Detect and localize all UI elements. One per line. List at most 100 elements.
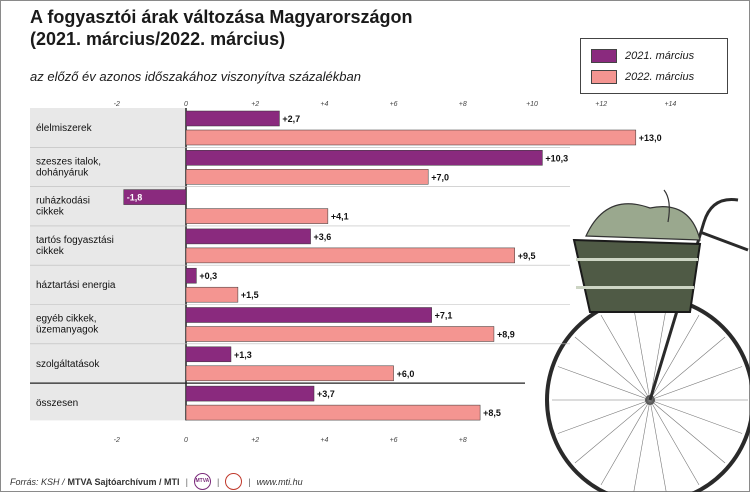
wheel-spoke [632, 303, 651, 401]
wheel-spoke [557, 366, 651, 401]
groceries-icon [585, 203, 701, 241]
legend-swatch-2021 [591, 49, 617, 63]
category-label: ruházkodási [36, 196, 90, 207]
top-tick-label: +10 [526, 101, 538, 108]
bar [185, 385, 315, 402]
bar [123, 189, 187, 205]
wheel-spoke [649, 399, 667, 492]
data-label: +13,0 [639, 133, 662, 143]
legend-item-2022: 2022. március [591, 70, 694, 84]
wheel-spoke [649, 314, 700, 401]
data-label: +6,0 [397, 369, 415, 379]
category-label: szolgáltatások [36, 359, 100, 370]
chart-footer: Forrás: KSH / MTVA Sajtóarchívum / MTI |… [10, 473, 303, 490]
data-label: +2,7 [282, 114, 300, 124]
bar [185, 129, 637, 146]
wheel-spoke [649, 399, 726, 464]
basket-icon [572, 238, 702, 313]
category-label: háztartási energia [36, 280, 116, 291]
basket-rim-icon [576, 286, 694, 289]
data-label: +7,1 [435, 311, 453, 321]
wheel-spoke [557, 399, 651, 434]
bottom-tick-label: +6 [390, 437, 398, 444]
bar [185, 267, 197, 284]
category-label: tartós fogyasztási [36, 235, 114, 246]
category-label-band [30, 108, 186, 421]
wheel-spoke [649, 399, 700, 486]
category-label: dohányáruk [36, 167, 89, 178]
data-label: +0,3 [199, 271, 217, 281]
legend-swatch-2022 [591, 70, 617, 84]
wheel-spoke [649, 399, 743, 434]
bottom-tick-label: 0 [184, 437, 188, 444]
data-label: +8,9 [497, 330, 515, 340]
bar [185, 110, 280, 127]
bottom-tick-label: +4 [320, 437, 328, 444]
bar [185, 307, 432, 323]
data-label: +3,6 [314, 232, 332, 242]
category-label: összesen [36, 398, 78, 409]
bicycle-fork-icon [648, 197, 739, 401]
category-label: élelmiszerek [36, 123, 93, 134]
bottle-icon [663, 189, 670, 223]
category-label: cikkek [36, 246, 65, 257]
top-tick-label: 0 [184, 101, 188, 108]
bar [185, 150, 543, 166]
top-tick-label: +2 [251, 101, 259, 108]
title-line-2: (2021. március/2022. március) [30, 29, 286, 49]
wheel-spoke [649, 366, 743, 401]
bar [185, 286, 239, 303]
wheel-spoke [574, 399, 651, 464]
top-tick-label: +14 [664, 101, 676, 108]
legend-label-2021: 2021. március [625, 50, 695, 62]
legend-item-2021: 2021. március [591, 49, 694, 63]
bar [185, 326, 495, 342]
bar [185, 247, 515, 264]
data-label: +9,5 [518, 251, 536, 261]
top-tick-label: -2 [114, 101, 120, 108]
bar [185, 404, 481, 421]
data-label: +8,5 [483, 408, 501, 418]
data-label: +3,7 [317, 389, 335, 399]
wheel-spoke [649, 303, 668, 401]
bar [185, 365, 394, 382]
wheel-spoke [600, 399, 651, 486]
url-text: www.mti.hu [256, 476, 303, 487]
category-label: egyéb cikkek, [36, 314, 97, 325]
wheel-spoke [633, 399, 651, 492]
chart-subtitle: az előző év azonos időszakához viszonyít… [30, 69, 361, 84]
top-tick-label: +6 [390, 101, 398, 108]
bottom-tick-label: +2 [251, 437, 259, 444]
wheel-spoke [574, 336, 651, 401]
top-tick-label: +12 [595, 101, 607, 108]
data-label: +1,3 [234, 350, 252, 360]
category-label: üzemanyagok [36, 325, 99, 336]
wheel-spoke [600, 314, 651, 401]
bar [185, 346, 232, 363]
top-tick-label: +8 [459, 101, 467, 108]
bar [185, 208, 329, 224]
bicycle-frame-icon [699, 230, 749, 252]
bar [185, 169, 429, 185]
bicycle-wheel-icon [545, 295, 750, 492]
chart-title: A fogyasztói árak változása Magyarország… [30, 6, 412, 50]
bottom-tick-label: +8 [459, 437, 467, 444]
org-text: MTVA Sajtóarchívum / MTI [67, 476, 180, 487]
data-label: +7,0 [431, 172, 449, 182]
top-tick-label: +4 [320, 101, 328, 108]
legend-label-2022: 2022. március [625, 71, 695, 83]
bar [185, 228, 311, 245]
data-label: +1,5 [241, 290, 259, 300]
category-label: szeszes italok, [36, 156, 101, 167]
data-label: +10,3 [545, 153, 568, 163]
category-label: cikkek [36, 207, 65, 218]
wheel-spoke [649, 336, 726, 401]
data-label: -1,8 [127, 193, 143, 203]
data-label: +4,1 [331, 212, 349, 222]
basket-rim-icon [576, 258, 698, 261]
mti-logo-icon [225, 473, 243, 490]
bottom-tick-label: -2 [114, 437, 120, 444]
chart-legend: 2021. március 2022. március [580, 38, 728, 94]
source-text: Forrás: KSH / [10, 476, 65, 487]
